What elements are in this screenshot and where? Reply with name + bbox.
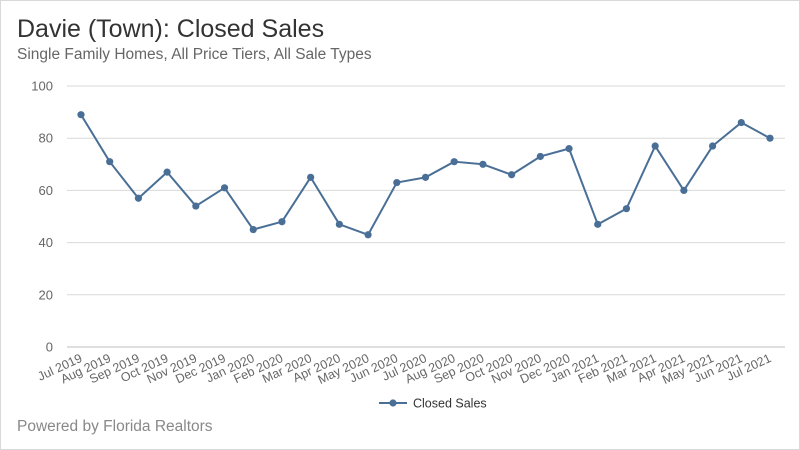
data-point — [508, 171, 516, 179]
data-point — [364, 231, 372, 239]
y-tick-label: 80 — [39, 131, 53, 146]
data-point — [565, 145, 573, 153]
data-point — [622, 205, 631, 213]
data-point — [307, 173, 315, 181]
data-point — [134, 194, 143, 202]
y-tick-label: 20 — [39, 287, 53, 302]
data-point — [106, 158, 114, 166]
data-point — [479, 160, 487, 168]
data-point — [192, 202, 200, 210]
data-point — [450, 158, 458, 166]
data-point — [249, 225, 257, 234]
data-point — [393, 178, 401, 187]
credit-text: Powered by Florida Realtors — [17, 418, 213, 435]
data-point — [766, 134, 774, 142]
y-tick-label: 0 — [46, 340, 53, 355]
y-tick-label: 100 — [31, 79, 53, 94]
y-tick-label: 40 — [39, 235, 53, 250]
data-point — [594, 220, 602, 228]
legend-marker — [389, 399, 397, 407]
y-tick-label: 60 — [39, 183, 53, 198]
data-point — [163, 168, 171, 176]
data-point — [536, 152, 544, 161]
data-point — [220, 184, 229, 192]
page-title: Davie (Town): Closed Sales — [17, 15, 325, 43]
data-point — [708, 142, 717, 150]
data-point — [421, 173, 430, 181]
data-point — [335, 220, 343, 228]
data-point — [77, 111, 85, 119]
data-point — [651, 142, 659, 150]
page-subtitle: Single Family Homes, All Price Tiers, Al… — [17, 46, 372, 63]
legend-label: Closed Sales — [413, 397, 487, 411]
data-point — [737, 118, 745, 127]
data-point — [680, 186, 688, 194]
data-point — [278, 218, 286, 226]
